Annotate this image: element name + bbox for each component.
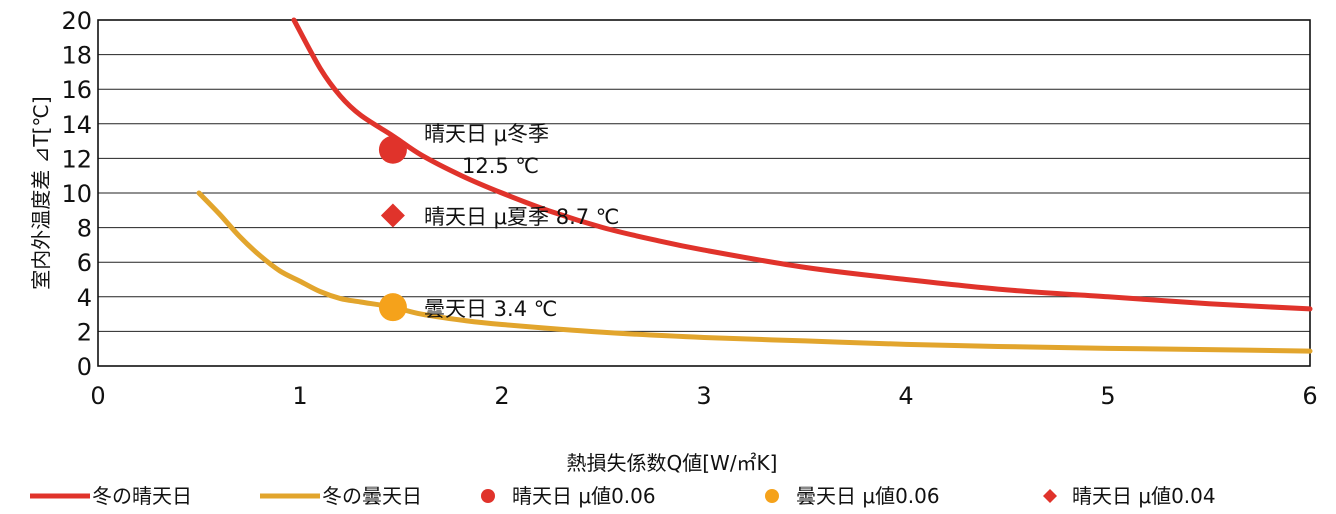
legend-label: 晴天日 μ値0.06 [512,484,656,508]
x-tick-label: 3 [696,382,711,410]
data-point-circle [378,135,407,164]
legend-swatch-diamond [1043,489,1057,503]
legend-label: 曇天日 μ値0.06 [796,484,940,508]
legend-swatch-circle [481,489,495,503]
y-tick-label: 12 [61,145,92,173]
y-tick-label: 18 [61,42,92,70]
y-tick-label: 2 [77,318,92,346]
annotation-sunny-winter-value: 12.5 ℃ [462,154,539,178]
legend-label: 冬の晴天日 [92,484,192,508]
x-tick-label: 0 [90,382,105,410]
y-tick-label: 4 [77,284,92,312]
data-point-circle [378,293,407,322]
x-tick-label: 6 [1302,382,1317,410]
annotation-sunny-winter: 晴天日 μ冬季 [424,122,549,146]
legend: 冬の晴天日 冬の曇天日 晴天日 μ値0.06 曇天日 μ値0.06 晴天日 μ値0.04 [30,484,1216,508]
y-tick-label: 16 [61,76,92,104]
y-tick-label: 0 [77,353,92,381]
legend-label: 晴天日 μ値0.04 [1072,484,1216,508]
y-tick-label: 14 [61,111,92,139]
x-axis-label: 熱損失係数Q値[W/㎡K] [567,451,778,475]
x-tick-label: 2 [494,382,509,410]
y-tick-label: 8 [77,215,92,243]
data-point-diamond [380,203,405,228]
gridlines [98,54,1310,332]
x-axis-ticks: 0 1 2 3 4 5 6 [90,382,1317,410]
y-axis-label: 室内外温度差 ⊿T[℃] [29,96,53,289]
annotation-cloudy: 曇天日 3.4 ℃ [424,297,557,321]
y-tick-label: 6 [77,249,92,277]
y-axis-ticks: 0 2 4 6 8 10 12 14 16 18 20 [61,7,92,381]
x-tick-label: 4 [898,382,913,410]
x-tick-label: 1 [292,382,307,410]
x-tick-label: 5 [1100,382,1115,410]
plot-area-frame [97,19,1311,367]
annotations: 晴天日 μ冬季 12.5 ℃ 晴天日 μ夏季 8.7 ℃ 曇天日 3.4 ℃ [424,122,619,321]
series-line [196,190,1313,354]
y-tick-label: 20 [61,7,92,35]
series-layer [196,17,1313,354]
y-tick-label: 10 [61,180,92,208]
legend-swatch-circle [765,489,779,503]
series-line [291,17,1313,312]
annotation-sunny-summer: 晴天日 μ夏季 8.7 ℃ [424,205,619,229]
legend-label: 冬の曇天日 [322,484,422,508]
